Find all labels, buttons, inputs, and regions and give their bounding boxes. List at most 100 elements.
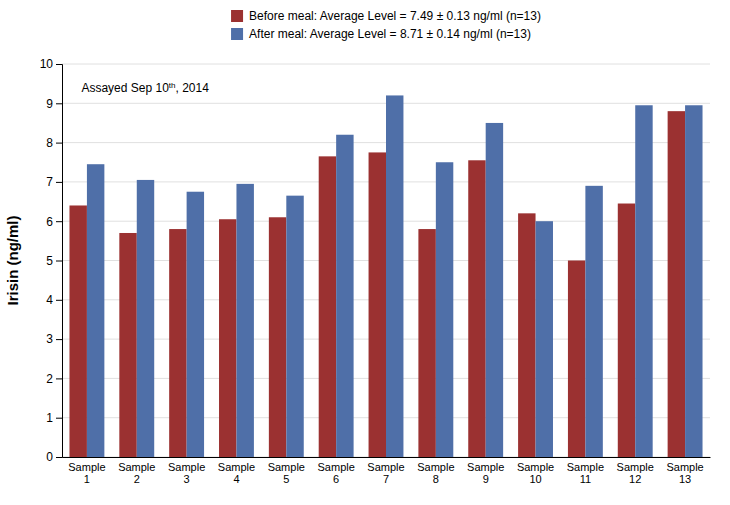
x-tick-label: Sample4	[218, 461, 255, 486]
x-tick-label: Sample6	[318, 461, 355, 486]
bar	[568, 261, 585, 458]
y-tick: 3	[46, 332, 62, 346]
legend-label: After meal: Average Level = 8.71 ± 0.14 …	[249, 27, 531, 41]
plot: 0 1 2 3 4 5 6 7 8 9 10 Sample1 Sample2 Sample3 Sample4…	[40, 57, 711, 485]
y-tick: 0	[46, 450, 62, 464]
x-tick: Sample9	[467, 457, 504, 485]
x-tick: Sample11	[567, 457, 604, 485]
x-tick-label: Sample3	[168, 461, 205, 486]
y-tick-label: 7	[46, 175, 53, 189]
bar	[486, 123, 503, 457]
x-tick-label: Sample12	[617, 461, 654, 486]
x-tick-label: Sample2	[118, 461, 155, 486]
x-tick-label: Sample7	[367, 461, 404, 486]
bar	[236, 184, 253, 457]
y-tick-label: 0	[46, 450, 53, 464]
bar	[418, 229, 435, 457]
x-tick: Sample13	[666, 457, 703, 485]
x-tick: Sample2	[118, 457, 155, 485]
y-tick-mark	[56, 378, 62, 379]
annotation-part: th	[169, 80, 176, 89]
bar	[169, 229, 186, 457]
y-tick: 2	[46, 372, 62, 386]
y-tick: 7	[46, 175, 62, 189]
bar	[436, 162, 453, 457]
x-tick: Sample6	[318, 457, 355, 485]
y-tick-mark	[56, 103, 62, 104]
annotation-part: Assayed Sep 10	[81, 81, 169, 95]
bar	[269, 217, 286, 457]
bar	[319, 156, 336, 457]
y-tick-label: 8	[46, 136, 53, 150]
grid-line	[62, 64, 710, 65]
bar	[87, 164, 104, 457]
y-tick-mark	[56, 300, 62, 301]
y-tick-label: 3	[46, 332, 53, 346]
legend: Before meal: Average Level = 7.49 ± 0.13…	[231, 9, 541, 41]
y-tick: 1	[46, 411, 62, 425]
bar	[635, 105, 652, 457]
annotation-part: , 2014	[176, 81, 210, 95]
y-tick-mark	[56, 221, 62, 222]
bar	[468, 160, 485, 457]
y-axis-title: Irisin (ng/ml)	[4, 215, 21, 305]
bar	[336, 135, 353, 457]
y-tick-label: 1	[46, 411, 53, 425]
x-axis: Sample1 Sample2 Sample3 Sample4 Sample5 Sampl…	[63, 457, 711, 485]
y-tick: 9	[46, 97, 62, 111]
y-tick: 10	[40, 57, 62, 71]
series	[69, 111, 685, 457]
x-tick-label: Sample9	[467, 461, 504, 486]
bar	[187, 192, 204, 457]
y-tick: 5	[46, 254, 62, 268]
bars	[69, 95, 702, 457]
bar	[369, 152, 386, 457]
y-tick-mark	[56, 339, 62, 340]
y-axis-line	[56, 65, 63, 458]
x-tick-label: Sample1	[68, 461, 105, 486]
legend-swatch	[231, 28, 243, 40]
y-tick: 8	[46, 136, 62, 150]
chart: 0 1 2 3 4 5 6 7 8 9 10 Sample1 Sample2 Sample3 Sample4…	[0, 0, 730, 505]
bar	[119, 233, 136, 457]
y-tick-mark	[56, 457, 62, 458]
bar	[219, 219, 236, 457]
bar	[536, 221, 553, 457]
x-tick: Sample10	[517, 457, 554, 485]
y-tick-label: 9	[46, 97, 53, 111]
y-tick-label: 10	[40, 57, 54, 71]
y-tick-mark	[56, 143, 62, 144]
bar	[518, 213, 535, 457]
y-tick-label: 4	[46, 293, 53, 307]
legend-label: Before meal: Average Level = 7.49 ± 0.13…	[249, 9, 541, 23]
annotation: Assayed Sep 10th, 2014	[81, 80, 209, 95]
y-tick-mark	[56, 182, 62, 183]
legend-swatch	[231, 10, 243, 22]
y-axis: 0 1 2 3 4 5 6 7 8 9 10	[40, 57, 63, 464]
x-axis-line	[63, 457, 711, 458]
x-tick-label: Sample8	[417, 461, 454, 486]
x-tick-label: Sample13	[666, 461, 703, 486]
bar	[618, 204, 635, 457]
y-tick-label: 5	[46, 254, 53, 268]
x-tick-label: Sample11	[567, 461, 604, 486]
bar	[668, 111, 685, 457]
x-tick: Sample12	[617, 457, 654, 485]
bar	[137, 180, 154, 457]
y-tick-label: 6	[46, 215, 53, 229]
x-tick: Sample1	[68, 457, 105, 485]
y-tick: 6	[46, 215, 62, 229]
x-tick-label: Sample5	[268, 461, 305, 486]
y-tick-mark	[56, 64, 62, 65]
bar	[386, 95, 403, 457]
y-tick: 4	[46, 293, 62, 307]
legend-item: After meal: Average Level = 8.71 ± 0.14 …	[231, 27, 531, 41]
x-tick-label: Sample10	[517, 461, 554, 486]
x-tick: Sample3	[168, 457, 205, 485]
bar	[286, 196, 303, 457]
bar	[585, 186, 602, 457]
x-tick: Sample8	[417, 457, 454, 485]
bar	[685, 105, 702, 457]
y-tick-mark	[56, 418, 62, 419]
grid	[62, 64, 710, 457]
